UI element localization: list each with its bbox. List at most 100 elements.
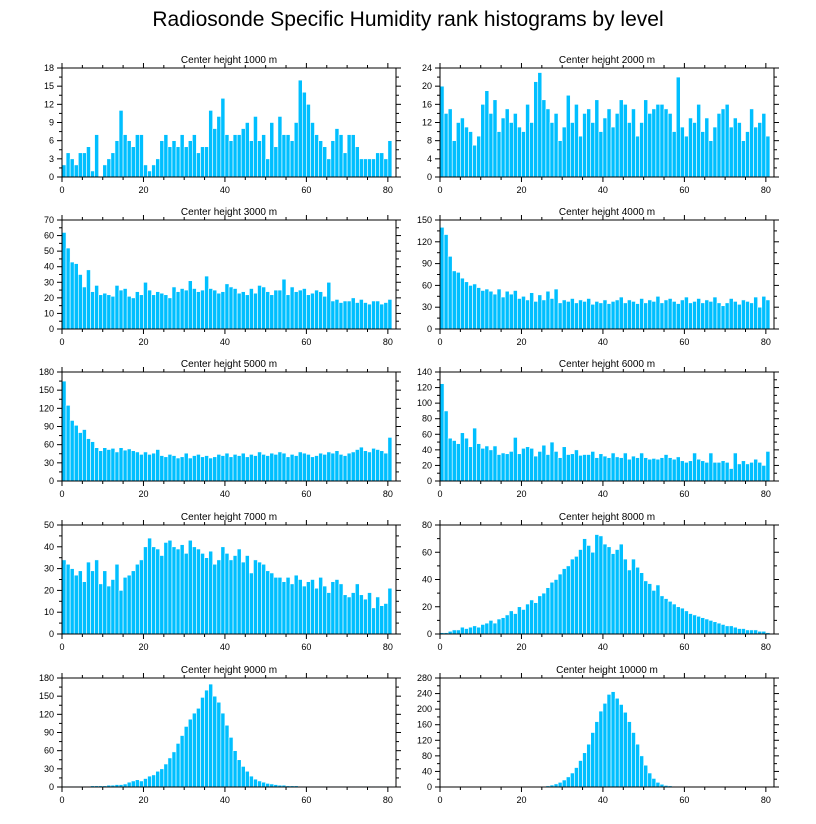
bar-series — [61, 683, 393, 788]
bar — [171, 455, 177, 482]
bar — [65, 152, 71, 178]
bar — [204, 275, 209, 330]
bar — [500, 617, 506, 635]
bar — [578, 549, 583, 635]
bar — [293, 122, 299, 178]
bar — [704, 299, 710, 330]
bar — [517, 453, 522, 482]
bar — [98, 583, 104, 635]
bar — [334, 450, 340, 482]
y-tick-label: 24 — [422, 63, 432, 73]
panel-8: Center height 8000 m 0 20 40 60 80 0 20 40 60 80 — [422, 512, 779, 652]
bar — [545, 587, 551, 635]
y-tick-label: 80 — [422, 414, 432, 424]
panel-1: Center height 1000 m 0 20 40 60 80 0 3 6 9 12 15 18 — [44, 55, 401, 195]
bar — [147, 289, 152, 330]
bar — [318, 452, 323, 482]
bar — [451, 629, 457, 635]
bar — [122, 449, 128, 482]
bar — [757, 122, 763, 178]
x-tick-label: 40 — [598, 185, 608, 195]
bar — [69, 261, 75, 330]
bar — [334, 299, 340, 330]
bar — [488, 620, 494, 635]
y-tick-label: 100 — [417, 398, 432, 408]
bar — [712, 621, 718, 635]
bar — [484, 90, 490, 178]
bar — [492, 445, 498, 482]
bar — [187, 140, 193, 178]
bar — [86, 269, 91, 330]
bar — [269, 294, 275, 330]
bar — [269, 572, 275, 635]
bar — [574, 767, 579, 788]
bar — [443, 113, 449, 178]
bar — [720, 305, 726, 330]
bar — [716, 462, 722, 482]
bar — [163, 763, 169, 788]
y-tick-label: 60 — [44, 231, 54, 241]
x-tick-label: 80 — [383, 185, 393, 195]
bar — [643, 457, 649, 482]
bar — [359, 446, 364, 482]
bar — [749, 302, 754, 330]
bar — [614, 697, 620, 788]
bar — [118, 110, 124, 178]
bar — [610, 691, 616, 788]
bar — [147, 537, 152, 635]
bar — [757, 462, 763, 482]
bar — [639, 572, 644, 635]
x-tick-label: 0 — [437, 185, 442, 195]
bar — [700, 617, 706, 635]
bar — [273, 454, 279, 482]
x-tick-label: 60 — [679, 337, 689, 347]
bar — [533, 455, 539, 482]
bar — [667, 298, 673, 330]
x-tick-label: 60 — [301, 185, 311, 195]
bar — [557, 782, 563, 788]
bar — [749, 629, 754, 635]
bar — [586, 298, 592, 330]
bar — [342, 300, 348, 330]
bar — [240, 561, 246, 635]
bar — [240, 766, 246, 788]
y-tick-label: 90 — [422, 259, 432, 269]
bar — [529, 447, 534, 482]
bar — [561, 568, 567, 635]
bar — [371, 300, 376, 330]
bar — [367, 592, 372, 635]
bar — [614, 549, 620, 635]
bar — [618, 704, 624, 788]
bar — [126, 781, 132, 788]
bar — [102, 292, 108, 330]
x-tick-label: 60 — [301, 337, 311, 347]
bar — [261, 134, 266, 178]
bar — [561, 446, 567, 482]
bar — [387, 437, 393, 482]
bar — [208, 550, 214, 635]
bar — [159, 768, 165, 788]
bar — [761, 113, 767, 178]
bar — [582, 301, 587, 330]
bar — [761, 295, 767, 330]
bar — [261, 454, 266, 482]
bar — [244, 456, 250, 482]
bar — [179, 456, 185, 482]
bar — [151, 294, 156, 330]
bar — [521, 447, 526, 482]
bar — [647, 583, 653, 635]
bar — [622, 452, 628, 482]
bar — [302, 452, 307, 482]
bar — [712, 462, 718, 482]
bar — [651, 108, 657, 178]
bar — [82, 429, 87, 482]
panel-10: Center height 10000 m 0 20 40 60 80 0 40 80 120 16… — [417, 665, 779, 805]
bar — [541, 444, 547, 482]
bar — [228, 559, 234, 635]
bar — [143, 451, 148, 482]
bar — [175, 291, 181, 330]
bar — [741, 460, 746, 482]
bar — [745, 629, 750, 635]
bar — [586, 743, 592, 788]
bar — [183, 726, 189, 788]
